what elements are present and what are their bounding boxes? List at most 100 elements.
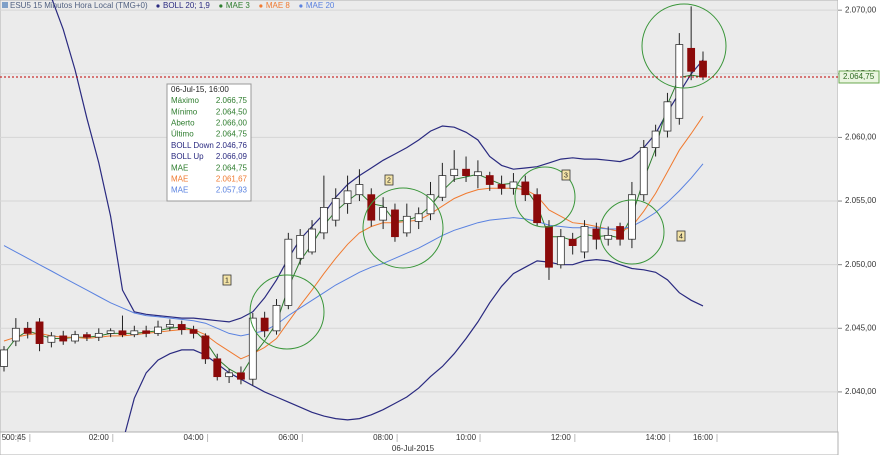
annotation-box — [384, 174, 394, 186]
candle-body — [450, 168, 459, 176]
legend-label: MAE 3 — [226, 1, 251, 10]
candle-body — [11, 327, 20, 342]
tooltip-row-value: 2.066,00 — [216, 119, 248, 128]
candle-body — [663, 101, 672, 132]
tooltip-row-label: Último — [171, 130, 194, 139]
mae-line — [3, 115, 704, 360]
candle-body — [580, 226, 589, 253]
candle-body — [165, 324, 174, 328]
candle-body — [23, 327, 32, 334]
last-price-box — [838, 70, 880, 84]
candle-body — [319, 207, 328, 234]
candle-body — [237, 372, 245, 380]
tooltip-row-label: MAE — [171, 186, 188, 195]
candle-body — [71, 334, 79, 342]
highlight-circle — [641, 3, 727, 89]
candle-body — [201, 335, 210, 360]
candle-body — [687, 47, 696, 72]
tooltip-title: 06-Jul-15, 16:00 — [171, 85, 229, 94]
candle-body — [438, 175, 447, 198]
candle-body — [414, 213, 423, 222]
candle-body — [616, 226, 624, 240]
candle-body — [379, 207, 388, 221]
candle-body — [296, 235, 305, 259]
annotation-label: 3 — [564, 172, 568, 179]
annotation-box — [676, 230, 686, 242]
candle-body — [651, 130, 660, 149]
x-tick-label: 04:00 — [184, 433, 205, 442]
tooltip-box — [166, 83, 252, 202]
legend-swatch — [259, 4, 263, 8]
x-tick-label: 14:00 — [646, 433, 667, 442]
y-tick-label: 2.055,00 — [845, 196, 877, 205]
candle-body — [473, 171, 482, 176]
candle-body — [94, 332, 103, 338]
candle-body — [462, 168, 470, 176]
annotation-box — [561, 169, 571, 181]
tooltip-row-label: BOLL Up — [171, 152, 204, 161]
candle-body — [628, 194, 636, 240]
x-axis-label: 06-Jul-2015 — [392, 444, 435, 453]
candle-body — [402, 215, 411, 234]
candle-body — [59, 335, 68, 342]
y-tick-label: 2.040,00 — [845, 387, 877, 396]
candle-body — [272, 304, 281, 332]
candle-body — [343, 190, 352, 204]
annotation-label: 1 — [225, 277, 229, 284]
tooltip-row-label: BOLL Down — [171, 141, 214, 150]
candle-body — [699, 60, 707, 78]
candle-body — [367, 194, 376, 221]
candle-body — [83, 334, 91, 338]
legend-label: BOLL 20; 1,9 — [163, 1, 210, 10]
candle-body — [130, 330, 139, 336]
highlight-circles — [249, 3, 727, 350]
candle-body — [331, 198, 340, 221]
candle-body — [106, 330, 115, 334]
tooltip-row-label: MAE — [171, 163, 188, 172]
highlight-circle — [362, 187, 444, 269]
tooltip-row-value: 2.061,67 — [216, 175, 248, 184]
candle-body — [485, 175, 494, 185]
x-tick-label: 12:00 — [551, 433, 572, 442]
x-axis-area — [0, 431, 839, 455]
candle-body — [675, 44, 684, 119]
tooltip-row-value: 2.064,75 — [216, 130, 248, 139]
tooltip-row-label: Máximo — [171, 96, 200, 105]
y-tick-label: 2.050,00 — [845, 260, 877, 269]
chart-title: ESU5 15 Minutos Hora Local (TMG+0) — [10, 1, 148, 10]
candle-body — [0, 349, 8, 367]
legend-swatch — [219, 4, 223, 8]
legend-label: MAE 8 — [266, 1, 291, 10]
x-tick-label: 00:45 — [6, 433, 27, 442]
candle-body — [154, 326, 162, 334]
annotation-label: 2 — [387, 177, 391, 184]
candle-body — [118, 330, 127, 336]
candle-body — [213, 358, 222, 378]
candle-body — [556, 236, 565, 266]
y-tick-label: 2.070,00 — [845, 5, 877, 14]
x-tick-label: 10:00 — [456, 433, 477, 442]
legend-swatch — [299, 4, 303, 8]
tooltip-row-value: 2.064,50 — [216, 107, 248, 116]
legend: BOLL 20; 1,9 MAE 3 MAE 8 MAE 20 — [156, 1, 335, 10]
highlight-circle — [249, 274, 325, 350]
candle-body — [545, 226, 553, 268]
candle-body — [225, 372, 234, 378]
tooltip-row-value: 2.066,09 — [216, 152, 248, 161]
tooltip-row-label: Aberto — [171, 119, 195, 128]
candle-body — [142, 330, 151, 334]
candle-body — [426, 194, 435, 215]
highlight-circle — [514, 166, 576, 228]
candle-body — [568, 238, 577, 246]
candle-body — [639, 147, 648, 196]
candle-body — [592, 228, 601, 240]
x-tick-label: 06:00 — [278, 433, 299, 442]
legend-label: MAE 20 — [306, 1, 335, 10]
tooltip-row-label: MAE — [171, 175, 188, 184]
candle-body — [47, 335, 56, 343]
y-tick-label: 2.060,00 — [845, 133, 877, 142]
candle-body — [260, 317, 269, 332]
tooltip: 06-Jul-15, 16:00 Máximo 2.066,75 Mínimo 2.0… — [166, 83, 252, 202]
candle-body — [533, 194, 542, 224]
